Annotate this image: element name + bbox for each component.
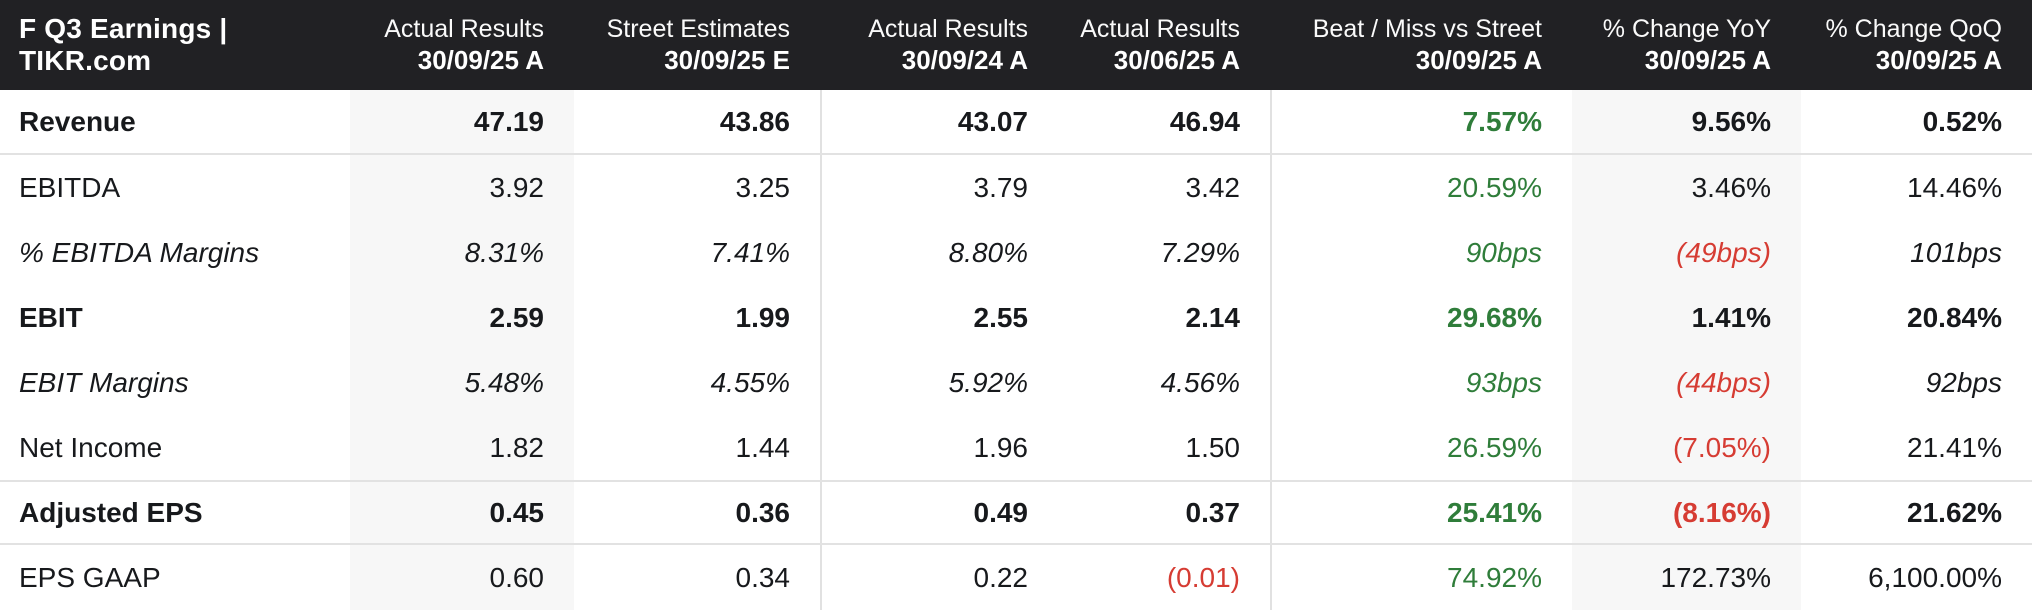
table-body: Revenue 47.19 43.86 43.07 46.94 7.57% 9.56% 0.…: [0, 90, 2032, 610]
value-cell: 2.59: [350, 285, 574, 350]
table-row: EBIT Margins 5.48% 4.55% 5.92% 4.56% 93bps (4…: [0, 350, 2032, 415]
value-cell: 25.41%: [1270, 482, 1572, 543]
column-header-date: 30/09/25 A: [1644, 45, 1771, 75]
value-cell: 0.52%: [1922, 105, 2002, 137]
column-header-date: 30/09/25 E: [664, 45, 790, 75]
value-cell: 21.62%: [1907, 496, 2002, 528]
column-header: Actual Results 30/09/25 A: [350, 0, 574, 90]
row-label: % EBITDA Margins: [19, 236, 260, 268]
table-row: EPS GAAP 0.60 0.34 0.22 (0.01) 74.92% 172.73%…: [0, 545, 2032, 610]
value-cell: 20.84%: [1907, 301, 2002, 333]
table-title: F Q3 Earnings | TIKR.com: [19, 13, 228, 76]
table-row: Net Income 1.82 1.44 1.96 1.50 26.59% (7.05%)…: [0, 415, 2032, 480]
value-cell: (8.16%): [1572, 482, 1801, 543]
column-header-date: 30/09/25 A: [1875, 45, 2002, 75]
row-label: EBIT: [19, 301, 83, 333]
value-cell: 46.94: [1169, 105, 1240, 137]
value-cell: 1.41%: [1572, 285, 1801, 350]
column-header-date: 30/09/25 A: [1415, 45, 1542, 75]
value-cell: 9.56%: [1572, 90, 1801, 153]
value-cell: 7.41%: [710, 236, 790, 268]
value-cell: 0.34: [735, 561, 791, 593]
row-label: EBITDA: [19, 171, 121, 203]
value-cell: 47.19: [350, 90, 574, 153]
value-cell: 3.46%: [1572, 155, 1801, 220]
value-cell: 3.25: [735, 171, 791, 203]
value-cell: 7.57%: [1270, 90, 1572, 153]
value-cell: 4.56%: [1160, 366, 1240, 398]
row-label: EBIT Margins: [19, 366, 189, 398]
table-header: F Q3 Earnings | TIKR.com Actual Results …: [0, 0, 2032, 90]
column-header-label: Actual Results: [384, 15, 544, 43]
column-header: Actual Results 30/09/24 A: [820, 0, 1058, 90]
column-header-label: Street Estimates: [606, 15, 790, 43]
table-row: EBIT 2.59 1.99 2.55 2.14 29.68% 1.41% 20.84%: [0, 285, 2032, 350]
value-cell: 93bps: [1270, 350, 1572, 415]
value-cell: 8.80%: [820, 220, 1058, 285]
value-cell: 20.59%: [1270, 155, 1572, 220]
value-cell: 0.36: [735, 496, 791, 528]
value-cell: 43.86: [719, 105, 790, 137]
value-cell: 21.41%: [1907, 431, 2002, 463]
value-cell: 3.79: [820, 155, 1058, 220]
value-cell: 0.45: [350, 482, 574, 543]
row-label: Net Income: [19, 431, 163, 463]
row-label: Revenue: [19, 105, 136, 137]
column-header-label: Actual Results: [868, 15, 1028, 43]
value-cell: 3.42: [1185, 171, 1241, 203]
column-header: Beat / Miss vs Street 30/09/25 A: [1270, 0, 1572, 90]
value-cell: 7.29%: [1160, 236, 1240, 268]
value-cell: 1.99: [735, 301, 791, 333]
value-cell: 0.49: [820, 482, 1058, 543]
table-row: EBITDA 3.92 3.25 3.79 3.42 20.59% 3.46% 14.46%: [0, 155, 2032, 220]
value-cell: 1.50: [1185, 431, 1241, 463]
column-header-date: 30/06/25 A: [1113, 45, 1240, 75]
value-cell: 90bps: [1270, 220, 1572, 285]
value-cell: 172.73%: [1572, 545, 1801, 610]
value-cell: 5.92%: [820, 350, 1058, 415]
value-cell: 1.82: [350, 415, 574, 480]
value-cell: 2.55: [820, 285, 1058, 350]
value-cell: 1.96: [820, 415, 1058, 480]
value-cell: 74.92%: [1270, 545, 1572, 610]
value-cell: 8.31%: [350, 220, 574, 285]
column-header-label: Beat / Miss vs Street: [1312, 15, 1542, 43]
column-header: % Change QoQ 30/09/25 A: [1801, 0, 2032, 90]
value-cell: 5.48%: [350, 350, 574, 415]
value-cell: 26.59%: [1270, 415, 1572, 480]
column-header-date: 30/09/25 A: [417, 45, 544, 75]
value-cell: (44bps): [1572, 350, 1801, 415]
value-cell: 2.14: [1185, 301, 1241, 333]
value-cell: 29.68%: [1270, 285, 1572, 350]
column-header-label: % Change YoY: [1602, 15, 1771, 43]
column-header-label: % Change QoQ: [1825, 15, 2003, 43]
column-header: Actual Results 30/06/25 A: [1058, 0, 1270, 90]
row-label: EPS GAAP: [19, 561, 161, 593]
table-row: Adjusted EPS 0.45 0.36 0.49 0.37 25.41% (8.16…: [0, 480, 2032, 545]
value-cell: 4.55%: [710, 366, 790, 398]
value-cell: 0.37: [1185, 496, 1241, 528]
table-row: % EBITDA Margins 8.31% 7.41% 8.80% 7.29% 90b…: [0, 220, 2032, 285]
value-cell: 92bps: [1925, 366, 2002, 398]
column-header: Street Estimates 30/09/25 E: [574, 0, 820, 90]
value-cell: 0.22: [820, 545, 1058, 610]
value-cell: (7.05%): [1572, 415, 1801, 480]
column-header-date: 30/09/24 A: [901, 45, 1028, 75]
value-cell: 101bps: [1910, 236, 2002, 268]
value-cell: 0.60: [350, 545, 574, 610]
value-cell: 14.46%: [1907, 171, 2002, 203]
value-cell: 6,100.00%: [1868, 561, 2002, 593]
value-cell: (0.01): [1166, 561, 1240, 593]
value-cell: 1.44: [735, 431, 791, 463]
value-cell: 3.92: [350, 155, 574, 220]
value-cell: (49bps): [1572, 220, 1801, 285]
table-row: Revenue 47.19 43.86 43.07 46.94 7.57% 9.56% 0.…: [0, 90, 2032, 155]
value-cell: 43.07: [820, 90, 1058, 153]
row-label: Adjusted EPS: [19, 496, 203, 528]
column-header: % Change YoY 30/09/25 A: [1572, 0, 1801, 90]
column-header-label: Actual Results: [1080, 15, 1240, 43]
